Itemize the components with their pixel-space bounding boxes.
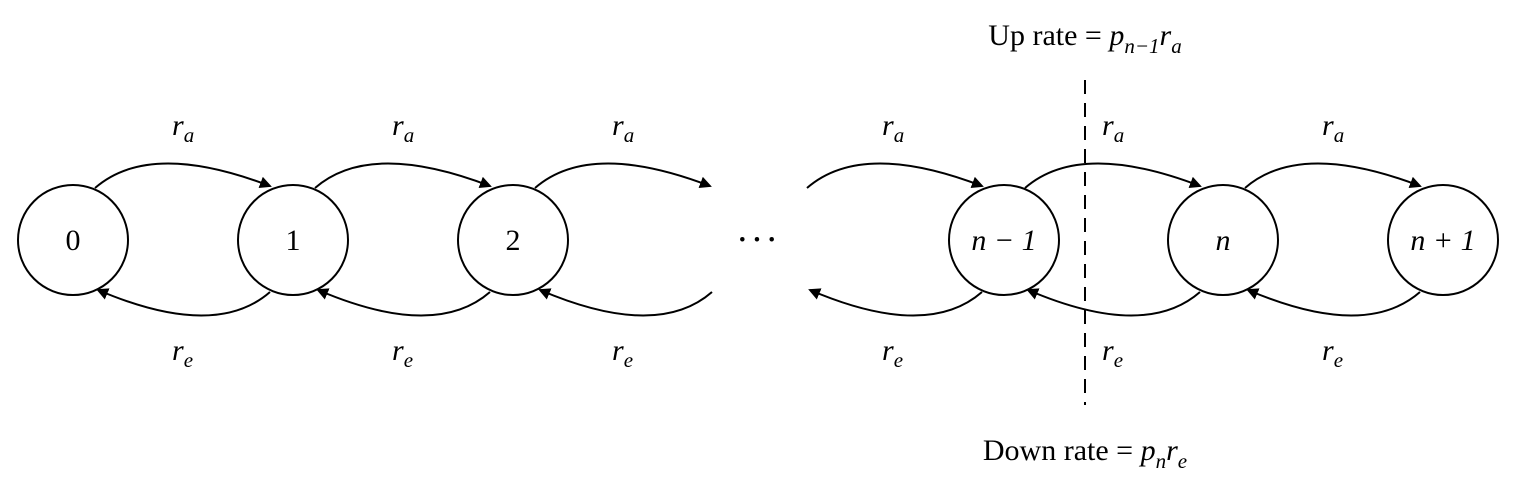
ellipsis: ··· (736, 219, 780, 261)
state-node-n-plus-1: n + 1 (1387, 184, 1499, 296)
state-circle (17, 184, 129, 296)
exit-rate-label: re (882, 334, 903, 372)
state-label: n (1216, 224, 1231, 257)
exit-arc-2-1 (316, 288, 491, 317)
state-circle (1387, 184, 1499, 296)
arrival-arc-n-minus-1-n (1024, 162, 1202, 189)
state-label: 2 (506, 224, 521, 257)
arrival-rate-label: ra (392, 109, 414, 147)
down-rate-r: r (1166, 434, 1178, 467)
exit-rate-label: re (392, 334, 413, 372)
exit-rate-label: re (172, 334, 193, 372)
arrival-rate-label: ra (1102, 109, 1124, 147)
down-rate-label: Down rate = pnre (983, 434, 1187, 473)
exit-rate-label: re (612, 334, 633, 372)
arrival-arc-2-out (534, 162, 712, 189)
up-rate-p: p (1107, 19, 1124, 52)
arrival-arc-in-n-minus-1 (806, 162, 984, 189)
up-rate-label: Up rate = pn−1ra (988, 19, 1181, 58)
arrival-arc-n-n-plus-1 (1244, 162, 1422, 189)
state-circle (948, 184, 1060, 296)
state-circle (1167, 184, 1279, 296)
exit-arc-in-2 (538, 288, 713, 317)
state-label: n − 1 (971, 224, 1036, 257)
state-circle (237, 184, 349, 296)
arrival-arc-0-1 (94, 162, 272, 189)
state-node-1: 1 (237, 184, 349, 296)
arrival-rate-label: ra (172, 109, 194, 147)
exit-rate-label: re (1322, 334, 1343, 372)
down-rate-r-subscript: e (1178, 449, 1187, 473)
exit-rate-label: re (1102, 334, 1123, 372)
state-node-2: 2 (457, 184, 569, 296)
exit-rate-labels: re re re re re re (172, 334, 1343, 372)
exit-arc-n-n-minus-1 (1026, 288, 1201, 317)
up-rate-r: r (1160, 19, 1172, 52)
state-label: 1 (286, 224, 301, 257)
state-circle (457, 184, 569, 296)
down-rate-p-subscript: n (1156, 449, 1167, 473)
up-rate-p-subscript: n−1 (1124, 34, 1159, 58)
state-label: 0 (66, 224, 81, 257)
exit-arc-n-minus-1-out (808, 288, 983, 317)
arrival-arc-1-2 (314, 162, 492, 189)
arrival-rate-label: ra (612, 109, 634, 147)
arrival-rate-labels: ra ra ra ra ra ra (172, 109, 1344, 147)
arrival-rate-label: ra (882, 109, 904, 147)
up-rate-r-subscript: a (1171, 34, 1182, 58)
exit-arc-n-plus-1-n (1246, 288, 1421, 317)
state-label: n + 1 (1410, 224, 1475, 257)
down-rate-prefix: Down rate = (983, 434, 1141, 467)
up-rate-prefix: Up rate = (988, 19, 1109, 52)
state-node-n-minus-1: n − 1 (948, 184, 1060, 296)
arrival-rate-label: ra (1322, 109, 1344, 147)
down-rate-p: p (1139, 434, 1156, 467)
state-node-0: 0 (17, 184, 129, 296)
exit-arc-1-0 (96, 288, 271, 317)
state-node-n: n (1167, 184, 1279, 296)
